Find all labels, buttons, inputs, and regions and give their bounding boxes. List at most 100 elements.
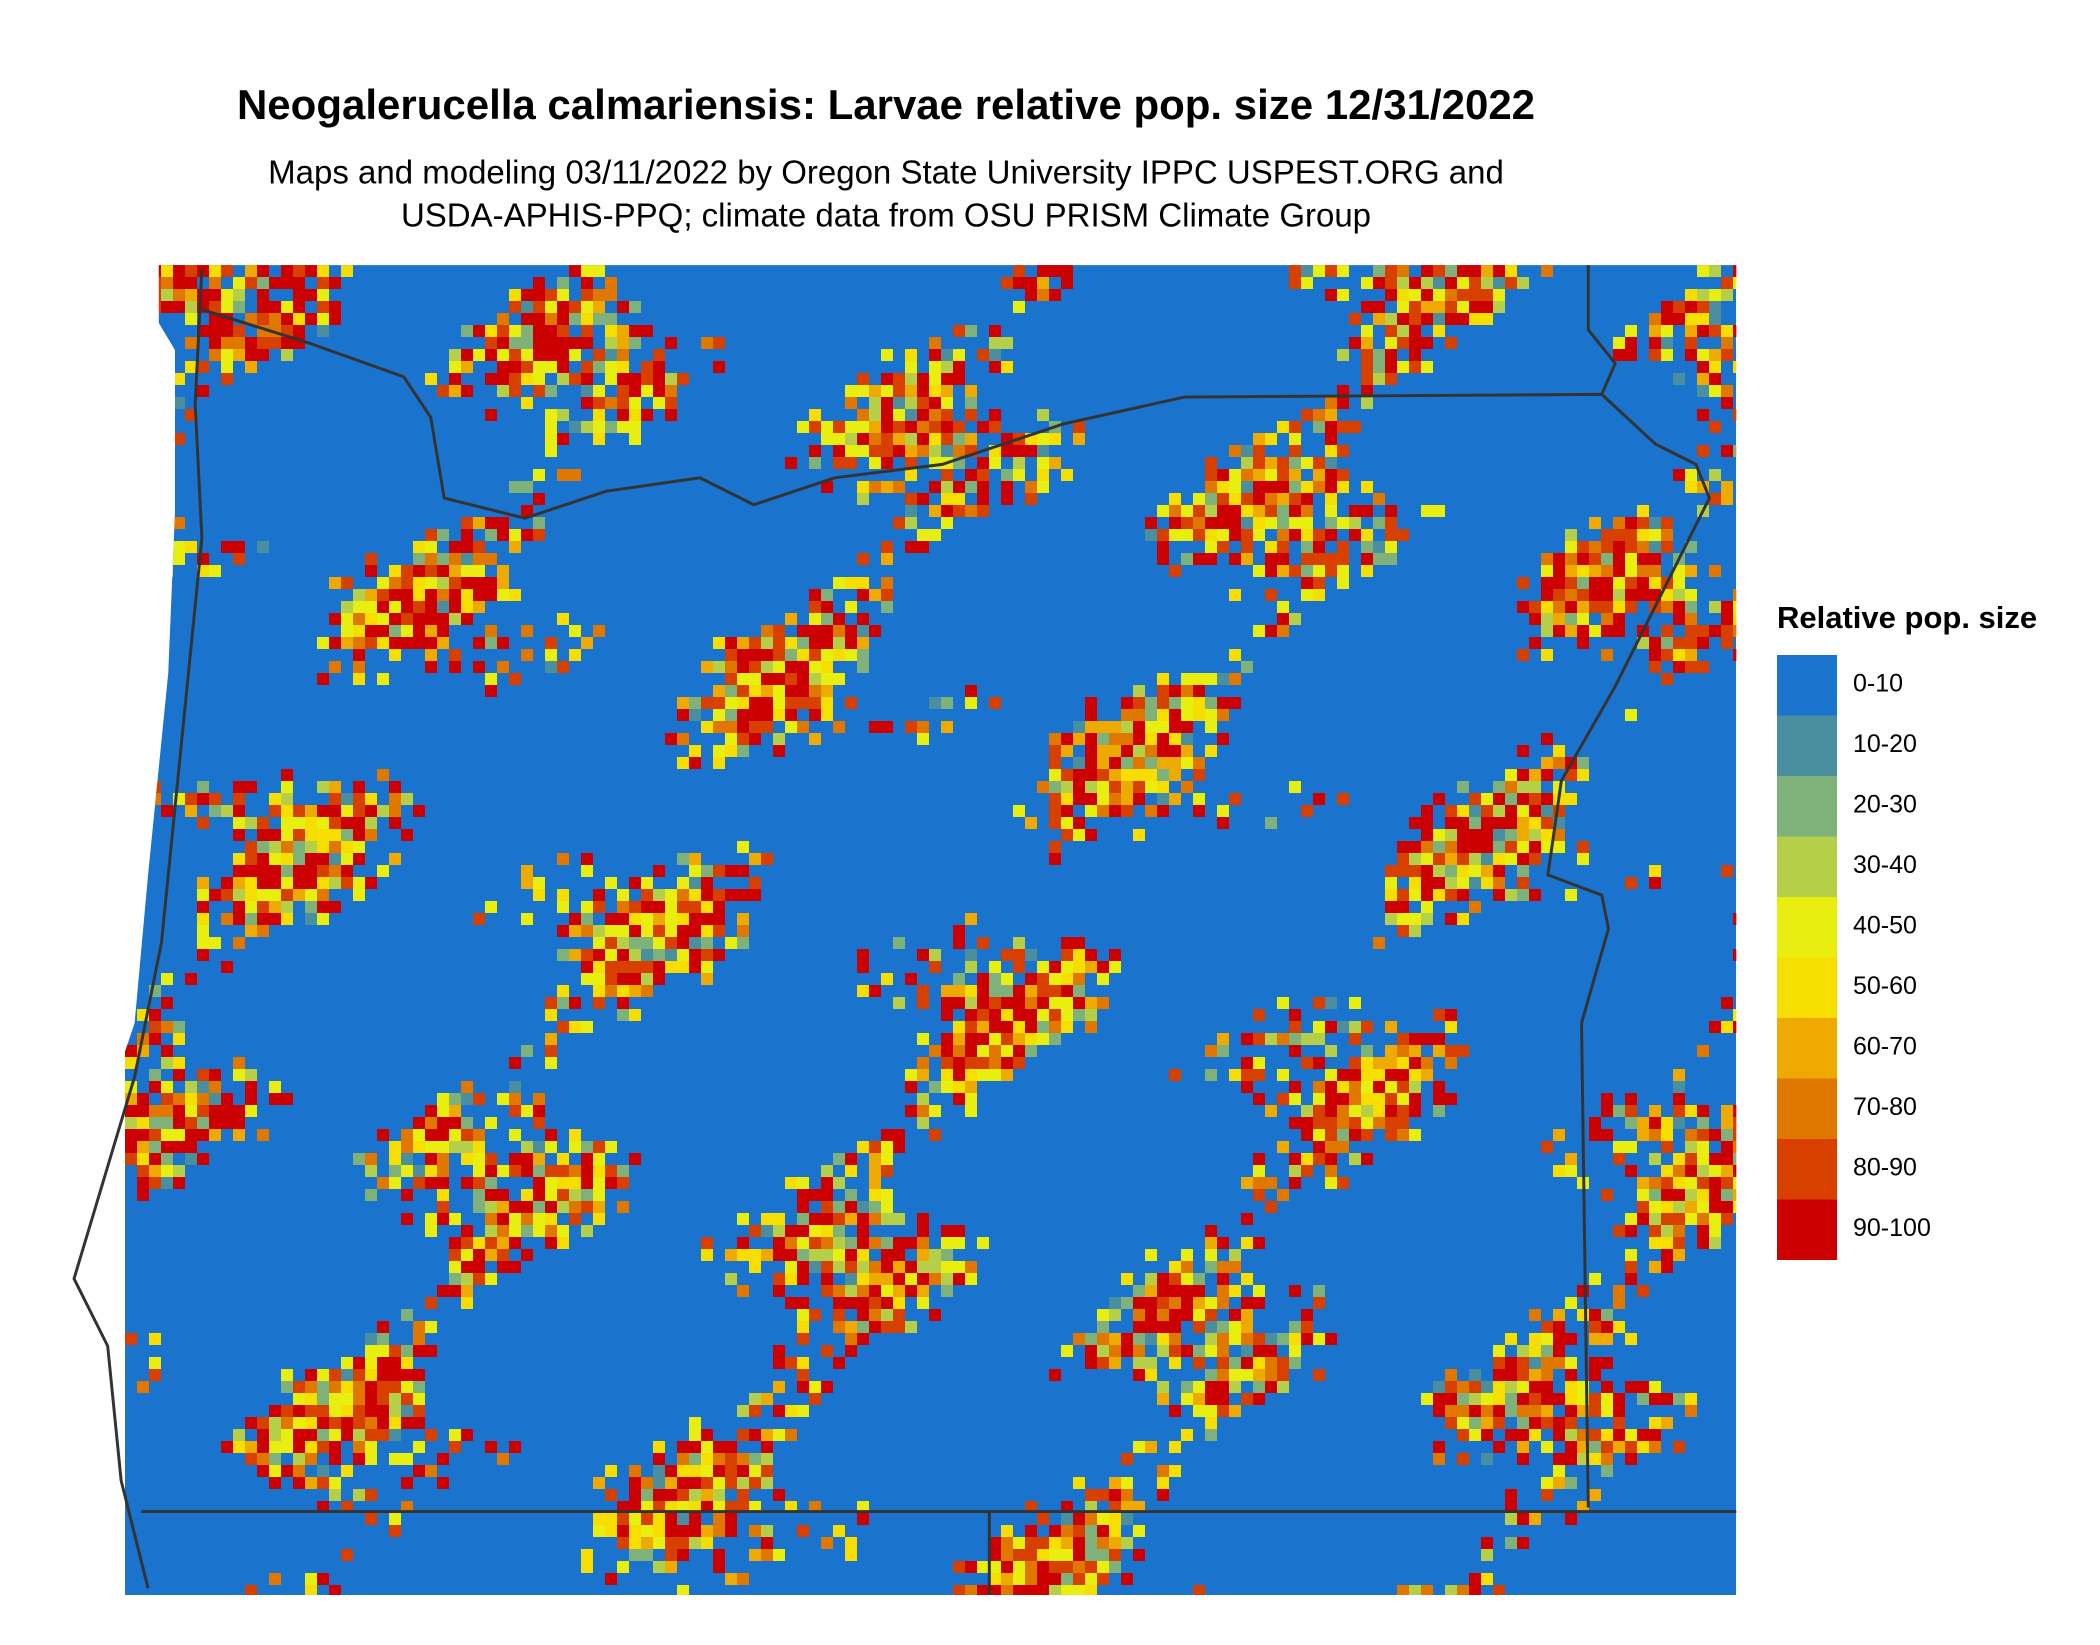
raster-cell bbox=[1001, 481, 1013, 493]
raster-cell bbox=[209, 1117, 221, 1129]
raster-cell bbox=[293, 805, 305, 817]
raster-cell bbox=[917, 1093, 929, 1105]
raster-cell bbox=[893, 409, 905, 421]
raster-cell bbox=[761, 1441, 773, 1453]
raster-cell bbox=[629, 421, 641, 433]
raster-cell bbox=[1301, 1165, 1313, 1177]
raster-cell bbox=[389, 1525, 401, 1537]
raster-cell bbox=[257, 301, 269, 313]
raster-cell bbox=[641, 937, 653, 949]
raster-cell bbox=[1697, 1165, 1709, 1177]
raster-cell bbox=[785, 1261, 797, 1273]
raster-cell bbox=[821, 1537, 833, 1549]
raster-cell bbox=[341, 613, 353, 625]
raster-cell bbox=[1637, 553, 1649, 565]
raster-cell bbox=[1697, 313, 1709, 325]
raster-cell bbox=[1277, 469, 1289, 481]
raster-cell bbox=[1733, 1105, 1737, 1117]
raster-cell bbox=[1625, 1117, 1637, 1129]
raster-cell bbox=[1421, 289, 1433, 301]
raster-cell bbox=[269, 1429, 281, 1441]
raster-cell bbox=[701, 697, 713, 709]
raster-cell bbox=[1301, 577, 1313, 589]
raster-cell bbox=[197, 817, 209, 829]
raster-cell bbox=[1073, 949, 1085, 961]
raster-cell bbox=[1457, 1405, 1469, 1417]
raster-cell bbox=[1133, 709, 1145, 721]
raster-cell bbox=[1157, 685, 1169, 697]
raster-cell bbox=[281, 1441, 293, 1453]
raster-cell bbox=[1169, 769, 1181, 781]
raster-cell bbox=[857, 637, 869, 649]
raster-cell bbox=[317, 1429, 329, 1441]
raster-cell bbox=[1709, 301, 1721, 313]
legend: 0-1010-2020-3030-4040-5050-6060-7070-808… bbox=[1777, 655, 1931, 1260]
raster-cell bbox=[341, 829, 353, 841]
raster-cell bbox=[1289, 277, 1301, 289]
raster-cell bbox=[365, 1333, 377, 1345]
raster-cell bbox=[641, 973, 653, 985]
raster-cell bbox=[269, 793, 281, 805]
raster-cell bbox=[1325, 505, 1337, 517]
raster-cell bbox=[1253, 1093, 1265, 1105]
raster-cell bbox=[161, 997, 173, 1009]
raster-cell bbox=[725, 1465, 737, 1477]
raster-cell bbox=[857, 1237, 869, 1249]
raster-cell bbox=[1157, 1321, 1169, 1333]
raster-cell bbox=[593, 937, 605, 949]
raster-cell bbox=[1121, 1297, 1133, 1309]
raster-cell bbox=[1577, 589, 1589, 601]
raster-cell bbox=[413, 1393, 425, 1405]
raster-cell bbox=[1721, 385, 1733, 397]
raster-cell bbox=[1217, 1393, 1229, 1405]
raster-cell bbox=[557, 901, 569, 913]
raster-cell bbox=[329, 1441, 341, 1453]
raster-cell bbox=[1157, 1345, 1169, 1357]
raster-cell bbox=[605, 361, 617, 373]
raster-cell bbox=[1169, 709, 1181, 721]
raster-cell bbox=[473, 1261, 485, 1273]
raster-cell bbox=[1217, 817, 1229, 829]
raster-cell bbox=[641, 1549, 653, 1561]
raster-cell bbox=[389, 1357, 401, 1369]
raster-cell bbox=[1085, 1549, 1097, 1561]
raster-cell bbox=[485, 577, 497, 589]
raster-cell bbox=[485, 625, 497, 637]
raster-cell bbox=[1589, 517, 1601, 529]
raster-cell bbox=[1649, 553, 1661, 565]
raster-cell bbox=[1685, 1129, 1697, 1141]
raster-cell bbox=[1073, 433, 1085, 445]
raster-cell bbox=[1637, 1285, 1649, 1297]
raster-cell bbox=[1337, 421, 1349, 433]
raster-cell bbox=[545, 1165, 557, 1177]
raster-cell bbox=[245, 853, 257, 865]
raster-cell bbox=[1241, 445, 1253, 457]
raster-cell bbox=[1049, 985, 1061, 997]
raster-cell bbox=[1565, 1513, 1577, 1525]
raster-cell bbox=[821, 1249, 833, 1261]
raster-cell bbox=[857, 481, 869, 493]
raster-cell bbox=[1541, 1333, 1553, 1345]
raster-cell bbox=[1265, 433, 1277, 445]
raster-cell bbox=[1529, 769, 1541, 781]
raster-cell bbox=[1205, 1309, 1217, 1321]
raster-cell bbox=[1397, 1129, 1409, 1141]
raster-cell bbox=[1709, 1237, 1721, 1249]
raster-cell bbox=[869, 985, 881, 997]
raster-cell bbox=[1109, 805, 1121, 817]
raster-cell bbox=[1025, 289, 1037, 301]
raster-cell bbox=[965, 949, 977, 961]
raster-cell bbox=[1109, 1561, 1121, 1573]
raster-cell bbox=[1265, 481, 1277, 493]
raster-cell bbox=[1577, 577, 1589, 589]
raster-cell bbox=[977, 469, 989, 481]
raster-cell bbox=[953, 493, 965, 505]
raster-cell bbox=[137, 505, 149, 517]
raster-cell bbox=[1361, 277, 1373, 289]
raster-cell bbox=[317, 1465, 329, 1477]
raster-cell bbox=[713, 865, 725, 877]
raster-cell bbox=[185, 361, 197, 373]
raster-cell bbox=[1685, 1189, 1697, 1201]
raster-cell bbox=[1337, 1117, 1349, 1129]
raster-cell bbox=[521, 301, 533, 313]
